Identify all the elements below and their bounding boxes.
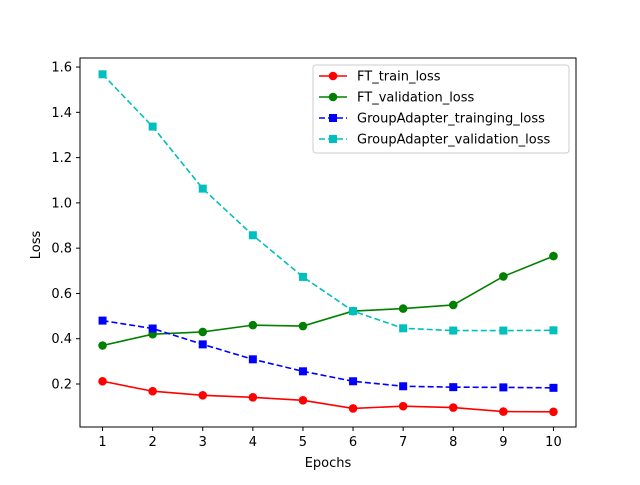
data-point [248,320,258,330]
x-axis-label: Epochs [305,456,352,471]
data-point [448,300,458,310]
legend-label: GroupAdapter_trainging_loss [357,112,545,127]
y-tick-label: 1.0 [51,196,72,211]
legend-marker [328,71,338,81]
data-point [549,326,558,335]
legend-item: GroupAdapter_trainging_loss [319,112,545,127]
data-point [499,407,508,416]
series-line [102,380,554,413]
data-point [248,393,258,402]
data-point [398,401,408,411]
data-point [248,355,257,364]
data-point [549,251,558,261]
legend-item: GroupAdapter_validation_loss [319,133,550,148]
legend-label: FT_validation_loss [357,91,475,106]
legend-marker [329,135,337,143]
data-point [298,272,307,281]
legend-item: FT_train_loss [319,70,441,85]
data-point [448,403,458,412]
plot-area: 1 2 3 4 5 6 7 8 9 10 0.2 0.4 0.6 0.8 1.0 1.2 1.4 1.6 [51,57,577,450]
y-tick-label: 0.2 [51,377,72,392]
series-groupadapter-validation-loss [98,70,558,335]
x-tick-label: 6 [349,435,357,450]
data-point [248,231,257,240]
series-groupadapter-trainging-loss [98,316,558,392]
data-point [148,386,157,396]
x-tick-label: 10 [545,435,562,450]
data-point [98,376,107,386]
data-point [499,272,508,281]
series-line [101,73,554,332]
data-point [398,304,408,313]
data-point [148,122,157,131]
y-tick-label: 0.8 [51,242,72,257]
data-point [98,316,107,325]
series-line [102,255,554,347]
y-tick-label: 0.6 [51,287,72,302]
data-point [549,407,558,417]
x-tick-label: 9 [499,435,507,450]
x-tick-label: 8 [449,435,457,450]
legend: FT_train_loss FT_validation_loss GroupAdap… [312,64,570,154]
data-point [198,327,208,337]
legend-marker [328,92,338,102]
data-point [399,324,408,333]
x-tick-label: 2 [149,435,157,450]
legend-item: FT_validation_loss [319,91,475,106]
data-point [98,341,107,350]
series-ft-train-loss [98,376,558,417]
x-tick-label: 7 [399,435,407,450]
x-tick-label: 3 [199,435,207,450]
data-point [449,326,458,335]
data-point [98,70,107,79]
y-tick-label: 1.6 [51,61,72,76]
y-tick-label: 0.4 [51,332,72,347]
data-point [349,307,358,316]
y-tick-label: 1.2 [51,151,72,166]
data-point [348,404,358,413]
legend-label: GroupAdapter_validation_loss [357,133,550,148]
data-point [298,321,308,331]
data-point [198,340,207,349]
data-point [298,367,307,376]
y-tick-label: 1.4 [51,106,72,121]
data-point [499,383,508,392]
legend-label: FT_train_loss [357,70,441,85]
series-line [102,319,554,389]
axes-frame [79,57,577,428]
x-tick-label: 5 [299,435,307,450]
data-point [399,382,408,391]
data-point [449,383,458,392]
data-point [549,383,558,392]
legend-box [312,64,570,154]
data-point [499,326,508,335]
x-tick-label: 1 [98,435,106,450]
y-axis-label: Loss [29,231,44,260]
data-point [349,377,358,386]
legend-marker [329,114,337,122]
data-point [198,391,208,400]
data-point [298,395,308,405]
x-tick-label: 4 [249,435,257,450]
data-point [148,324,157,333]
data-point [198,184,207,193]
